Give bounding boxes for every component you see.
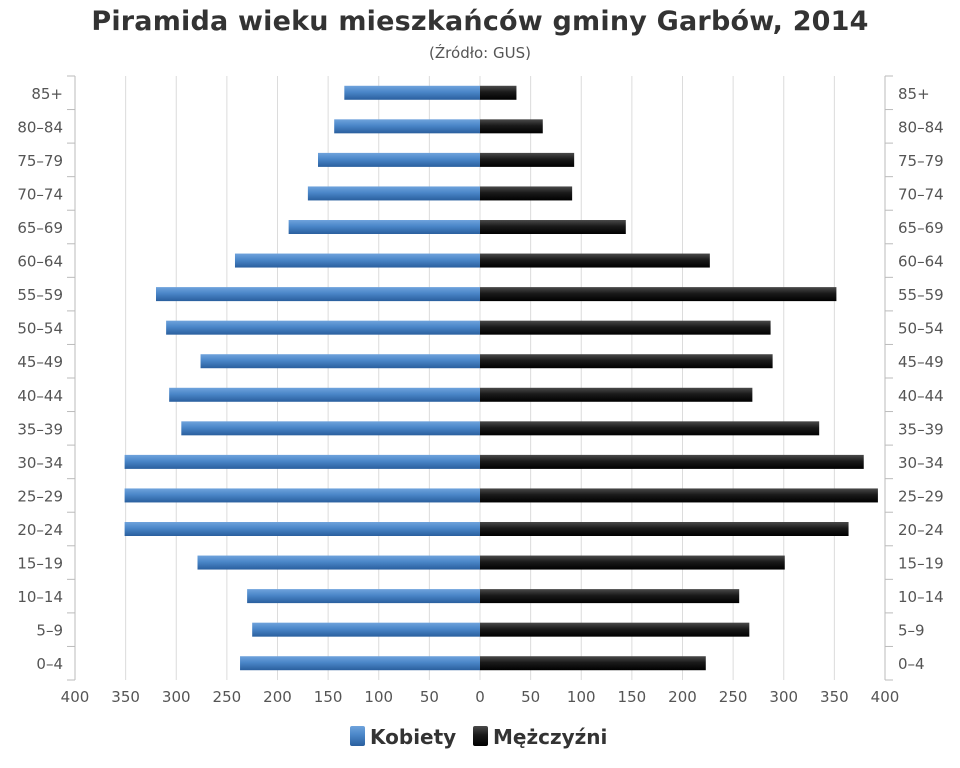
- bar-mezczyzni: [480, 488, 878, 503]
- bar-kobiety: [240, 656, 480, 671]
- y-tick-label-right: 80–84: [898, 118, 944, 136]
- chart-subtitle: (Źródło: GUS): [429, 44, 531, 62]
- x-tick-label: 100: [364, 688, 393, 706]
- x-tick-label: 0: [475, 688, 485, 706]
- y-tick-label-right: 35–39: [898, 420, 944, 438]
- y-tick-label-left: 25–29: [17, 487, 63, 505]
- bar-mezczyzni: [480, 656, 706, 671]
- y-tick-label-left: 60–64: [17, 253, 63, 271]
- bar-mezczyzni: [480, 85, 517, 100]
- bar-kobiety: [318, 152, 480, 167]
- bar-mezczyzni: [480, 320, 771, 335]
- y-tick-label-left: 0–4: [36, 655, 63, 673]
- y-tick-label-left: 10–14: [17, 588, 63, 606]
- bar-kobiety: [307, 186, 480, 201]
- bar-mezczyzni: [480, 555, 785, 570]
- bar-mezczyzni: [480, 522, 849, 536]
- x-tick-label: 250: [213, 688, 242, 706]
- legend-label-mezczyzni[interactable]: Mężczyźni: [493, 725, 607, 749]
- bar-mezczyzni: [480, 622, 750, 637]
- x-tick-label: 200: [263, 688, 292, 706]
- bar-mezczyzni: [480, 454, 864, 469]
- x-tick-label: 350: [820, 688, 849, 706]
- y-tick-label-right: 40–44: [898, 387, 944, 405]
- x-tick-label: 400: [61, 688, 90, 706]
- y-tick-label-right: 60–64: [898, 253, 944, 271]
- bar-kobiety: [181, 421, 480, 436]
- y-tick-label-left: 70–74: [17, 185, 63, 203]
- y-tick-label-left: 20–24: [17, 521, 63, 539]
- bar-kobiety: [166, 320, 480, 335]
- y-tick-label-right: 0–4: [898, 655, 925, 673]
- legend-label-kobiety[interactable]: Kobiety: [370, 725, 456, 749]
- bar-kobiety: [156, 287, 480, 302]
- x-tick-label: 150: [618, 688, 647, 706]
- legend-swatch-kobiety[interactable]: [350, 726, 365, 746]
- x-tick-label: 300: [162, 688, 191, 706]
- y-tick-label-right: 70–74: [898, 185, 944, 203]
- y-tick-label-left: 75–79: [17, 152, 63, 170]
- x-tick-label: 250: [719, 688, 748, 706]
- y-tick-label-left: 65–69: [17, 219, 63, 237]
- x-tick-label: 150: [314, 688, 343, 706]
- legend-swatch-mezczyzni[interactable]: [473, 726, 488, 746]
- bar-mezczyzni: [480, 253, 710, 268]
- bar-kobiety: [288, 220, 480, 234]
- y-tick-label-left: 45–49: [17, 353, 63, 371]
- y-tick-label-right: 10–14: [898, 588, 944, 606]
- bar-kobiety: [197, 555, 480, 570]
- bar-kobiety: [344, 85, 480, 100]
- y-tick-label-right: 25–29: [898, 487, 944, 505]
- y-tick-label-right: 5–9: [898, 622, 925, 640]
- y-tick-label-right: 45–49: [898, 353, 944, 371]
- x-tick-label: 300: [769, 688, 798, 706]
- y-tick-label-left: 85+: [31, 85, 63, 103]
- axes: 400 350 300 250 200 150 100 50 0 50 100 150 200 250 30…: [17, 75, 944, 706]
- x-tick-label: 100: [567, 688, 596, 706]
- y-tick-label-right: 55–59: [898, 286, 944, 304]
- y-tick-label-right: 65–69: [898, 219, 944, 237]
- bar-mezczyzni: [480, 387, 753, 402]
- bar-kobiety: [124, 522, 481, 536]
- x-tick-label: 50: [521, 688, 540, 706]
- y-tick-label-left: 40–44: [17, 387, 63, 405]
- bar-kobiety: [334, 119, 480, 134]
- y-tick-label-right: 75–79: [898, 152, 944, 170]
- y-tick-label-right: 50–54: [898, 320, 944, 338]
- x-tick-label: 400: [871, 688, 900, 706]
- bar-mezczyzni: [480, 354, 773, 369]
- y-tick-label-right: 85+: [898, 85, 930, 103]
- bar-mezczyzni: [480, 186, 573, 201]
- x-tick-label: 200: [668, 688, 697, 706]
- bar-kobiety: [169, 387, 480, 402]
- y-tick-label-left: 80–84: [17, 118, 63, 136]
- y-tick-label-right: 30–34: [898, 454, 944, 472]
- bars: [124, 85, 878, 671]
- y-tick-label-left: 5–9: [36, 622, 63, 640]
- y-tick-label-left: 30–34: [17, 454, 63, 472]
- bar-kobiety: [200, 354, 481, 369]
- bar-kobiety: [124, 454, 481, 469]
- y-tick-label-left: 15–19: [17, 555, 63, 573]
- bar-kobiety: [234, 253, 480, 268]
- bar-kobiety: [124, 488, 481, 503]
- y-tick-label-right: 20–24: [898, 521, 944, 539]
- bar-mezczyzni: [480, 119, 543, 134]
- bar-mezczyzni: [480, 220, 626, 234]
- x-tick-label: 350: [111, 688, 140, 706]
- x-tick-label: 50: [420, 688, 439, 706]
- y-tick-label-right: 15–19: [898, 555, 944, 573]
- bar-kobiety: [247, 589, 480, 604]
- chart-title: Piramida wieku mieszkańców gminy Garbów,…: [91, 6, 869, 37]
- legend[interactable]: Kobiety Mężczyźni: [350, 725, 607, 749]
- bar-mezczyzni: [480, 287, 837, 302]
- bar-kobiety: [252, 622, 480, 637]
- bar-mezczyzni: [480, 152, 575, 167]
- y-tick-label-left: 55–59: [17, 286, 63, 304]
- bar-mezczyzni: [480, 421, 820, 436]
- y-tick-label-left: 35–39: [17, 420, 63, 438]
- bar-mezczyzni: [480, 589, 740, 604]
- y-tick-label-left: 50–54: [17, 320, 63, 338]
